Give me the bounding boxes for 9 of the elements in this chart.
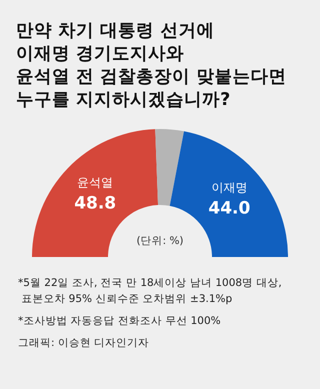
text: *5월 22일 조사, 전국 만 18세이상 남녀 1008명 대상, 표본오차 95% 신뢰수준 오차범위 ±3.1%p [18,277,282,305]
data-label: 48.8 [74,194,116,214]
chart-title: 만약 차기 대통령 선거에 이재명 경기도지사와 윤석열 전 검찰총장이 맞붙는다면 누구를 지지하시겠습니까? [16,21,286,110]
data-label: 44.0 [208,198,250,219]
text: 그래픽: 이승현 디자인기자 [18,337,150,349]
slice-label: 이재명 [211,180,248,195]
text: *조사방법 자동응답 전화조사 무선 100% [18,315,221,327]
text: (단위: %) [136,235,184,247]
slice-label: 윤석열 [77,176,114,190]
